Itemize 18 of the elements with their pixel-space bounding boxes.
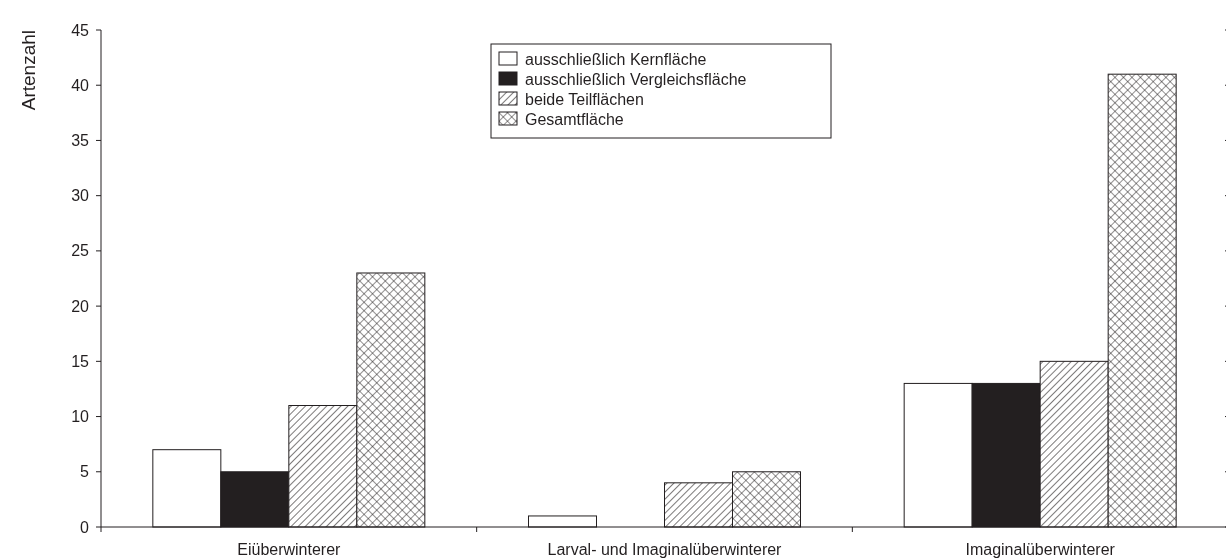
- y-tick-label: 45: [71, 21, 90, 39]
- y-axis-title: Artenzahl: [18, 30, 39, 111]
- legend-label: ausschließlich Kernfläche: [525, 50, 707, 68]
- y-tick-label: 35: [71, 132, 90, 150]
- y-tick-label: 25: [71, 242, 90, 260]
- y-tick-label: 10: [71, 408, 90, 426]
- x-tick-label: Imaginalüberwinterer: [965, 541, 1116, 558]
- y-tick-label: 20: [71, 297, 90, 315]
- y-tick-label: 5: [80, 463, 90, 481]
- y-tick-label: 30: [71, 187, 90, 205]
- x-tick-label: Eiüberwinterer: [237, 541, 342, 558]
- legend-label: beide Teilflächen: [525, 90, 644, 108]
- legend-label: ausschließlich Vergleichsfläche: [525, 70, 747, 88]
- y-tick-label: 0: [80, 518, 90, 536]
- y-tick-label: 40: [71, 76, 90, 94]
- x-tick-label: Larval- und Imaginalüberwinterer: [547, 541, 783, 558]
- legend-label: Gesamtfläche: [525, 110, 624, 128]
- y-tick-label: 15: [71, 352, 90, 370]
